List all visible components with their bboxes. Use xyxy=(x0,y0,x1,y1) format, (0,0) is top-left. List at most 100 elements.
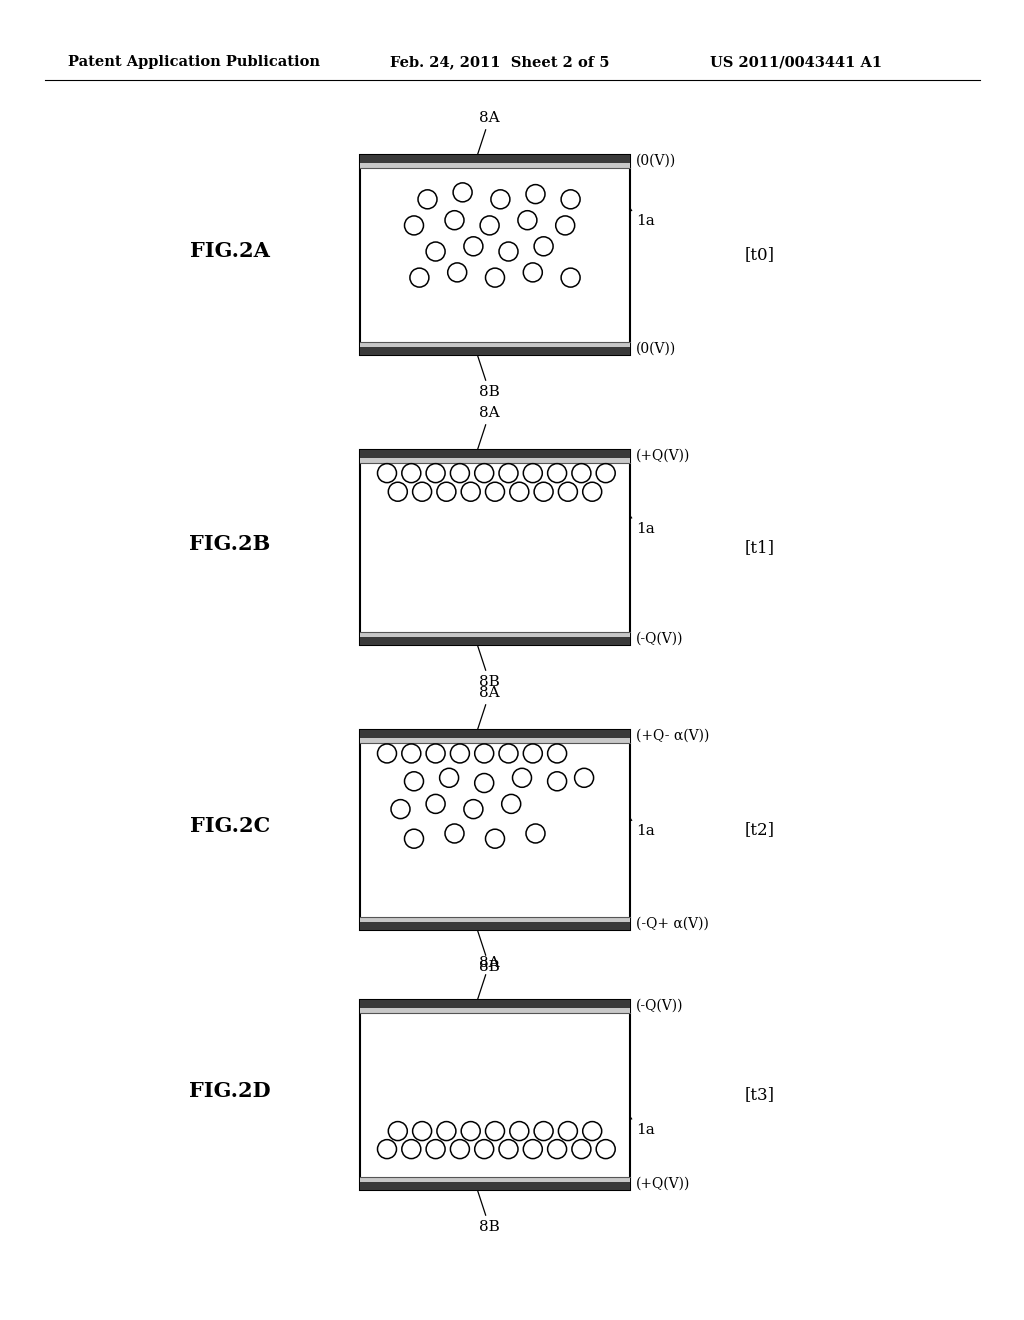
Circle shape xyxy=(451,1139,469,1159)
Circle shape xyxy=(410,268,429,288)
Bar xyxy=(360,1008,630,1012)
Circle shape xyxy=(561,190,581,209)
Circle shape xyxy=(499,463,518,483)
Circle shape xyxy=(464,236,483,256)
Bar xyxy=(360,1001,630,1008)
Circle shape xyxy=(535,1122,553,1140)
Circle shape xyxy=(523,744,543,763)
Circle shape xyxy=(526,824,545,843)
Bar xyxy=(360,1181,630,1191)
Bar xyxy=(360,921,630,931)
Circle shape xyxy=(490,190,510,209)
Circle shape xyxy=(548,1139,566,1159)
Circle shape xyxy=(475,774,494,792)
Circle shape xyxy=(523,263,543,282)
Circle shape xyxy=(556,216,574,235)
Circle shape xyxy=(510,482,528,502)
Circle shape xyxy=(388,1122,408,1140)
Circle shape xyxy=(445,211,464,230)
Circle shape xyxy=(499,744,518,763)
Circle shape xyxy=(461,1122,480,1140)
Text: (0(V)): (0(V)) xyxy=(636,154,676,168)
Circle shape xyxy=(571,1139,591,1159)
Circle shape xyxy=(574,768,594,787)
Circle shape xyxy=(426,242,445,261)
Text: 1a: 1a xyxy=(636,521,654,536)
Circle shape xyxy=(518,211,537,230)
Circle shape xyxy=(401,1139,421,1159)
Circle shape xyxy=(523,463,543,483)
Circle shape xyxy=(535,482,553,502)
Text: FIG.2A: FIG.2A xyxy=(190,242,270,261)
Text: 8A: 8A xyxy=(479,956,500,970)
Circle shape xyxy=(561,268,581,288)
Circle shape xyxy=(475,1139,494,1159)
Circle shape xyxy=(583,482,602,502)
Text: (+Q- α(V)): (+Q- α(V)) xyxy=(636,729,710,743)
Text: 8A: 8A xyxy=(479,686,500,700)
Circle shape xyxy=(596,463,615,483)
Circle shape xyxy=(461,482,480,502)
Bar xyxy=(360,1177,630,1181)
Circle shape xyxy=(437,482,456,502)
Circle shape xyxy=(404,216,424,235)
Circle shape xyxy=(453,183,472,202)
Bar xyxy=(360,730,630,931)
Bar xyxy=(360,154,630,355)
Circle shape xyxy=(558,482,578,502)
Circle shape xyxy=(480,216,499,235)
Circle shape xyxy=(499,242,518,261)
Circle shape xyxy=(437,1122,456,1140)
Circle shape xyxy=(485,1122,505,1140)
Text: Patent Application Publication: Patent Application Publication xyxy=(68,55,319,69)
Text: 8A: 8A xyxy=(479,407,500,420)
Circle shape xyxy=(526,185,545,203)
Text: [t2]: [t2] xyxy=(745,821,775,838)
Bar xyxy=(360,347,630,355)
Circle shape xyxy=(447,263,467,282)
Circle shape xyxy=(378,1139,396,1159)
Text: 1a: 1a xyxy=(636,824,654,838)
Circle shape xyxy=(548,744,566,763)
Circle shape xyxy=(475,744,494,763)
Circle shape xyxy=(439,768,459,787)
Bar xyxy=(360,738,630,743)
Text: (+Q(V)): (+Q(V)) xyxy=(636,1177,690,1191)
Text: FIG.2C: FIG.2C xyxy=(189,816,270,836)
Bar xyxy=(360,154,630,162)
Text: 1a: 1a xyxy=(636,1123,654,1137)
Text: (+Q(V)): (+Q(V)) xyxy=(636,449,690,463)
Bar xyxy=(360,632,630,638)
Circle shape xyxy=(475,463,494,483)
Text: 1a: 1a xyxy=(636,214,654,228)
Circle shape xyxy=(401,744,421,763)
Circle shape xyxy=(391,800,410,818)
Circle shape xyxy=(426,463,445,483)
Circle shape xyxy=(548,463,566,483)
Text: [t1]: [t1] xyxy=(745,539,775,556)
Text: (-Q(V)): (-Q(V)) xyxy=(636,632,683,645)
Text: [t3]: [t3] xyxy=(745,1086,775,1104)
Circle shape xyxy=(378,463,396,483)
Bar xyxy=(360,450,630,458)
Bar xyxy=(360,917,630,921)
Text: 8B: 8B xyxy=(479,1220,500,1234)
Circle shape xyxy=(485,829,505,849)
Text: 8B: 8B xyxy=(479,675,500,689)
Circle shape xyxy=(512,768,531,787)
Circle shape xyxy=(426,1139,445,1159)
Text: (-Q(V)): (-Q(V)) xyxy=(636,999,683,1012)
Circle shape xyxy=(426,744,445,763)
Circle shape xyxy=(485,482,505,502)
Circle shape xyxy=(596,1139,615,1159)
Circle shape xyxy=(418,190,437,209)
Text: (-Q+ α(V)): (-Q+ α(V)) xyxy=(636,917,709,931)
Circle shape xyxy=(388,482,408,502)
Circle shape xyxy=(413,1122,431,1140)
Circle shape xyxy=(583,1122,602,1140)
Bar xyxy=(360,450,630,645)
Circle shape xyxy=(404,829,424,849)
Text: 8B: 8B xyxy=(479,960,500,974)
Text: FIG.2B: FIG.2B xyxy=(189,533,270,553)
Circle shape xyxy=(378,744,396,763)
